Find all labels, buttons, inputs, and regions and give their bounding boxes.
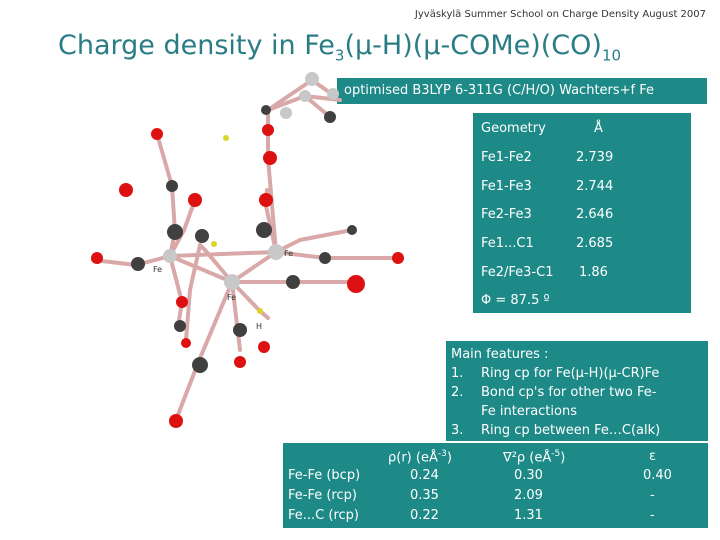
density-table: ρ(r) (eÅ-3) ∇²ρ (eÅ-5) ε Fe-Fe (bcp) 0.2… <box>283 443 708 528</box>
density-row-eps: - <box>650 488 655 503</box>
geometry-header-row: Geometry Å <box>481 121 603 136</box>
fe-label-b: Fe <box>153 265 162 274</box>
geometry-header: Geometry <box>481 121 546 136</box>
density-row-lap: 0.30 <box>514 468 543 483</box>
density-row-eps: 0.40 <box>643 468 672 483</box>
list-item: 2. Bond cp's for other two Fe- <box>451 385 657 400</box>
features-panel: Main features : 1. Ring cp for Fe(μ-H)(μ-… <box>446 341 708 441</box>
header-text: Jyväskylä Summer School on Charge Densit… <box>414 9 706 20</box>
table-row: Fe1-Fe2 2.739 <box>481 150 614 165</box>
atoms <box>91 72 404 428</box>
fe-label-a: Fe <box>284 249 293 258</box>
epsilon-header: ε <box>649 449 657 464</box>
fe-label-c: Fe <box>227 293 236 302</box>
table-row: Fe2-Fe3 2.646 <box>481 207 614 222</box>
density-row-label: Fe-Fe (bcp) <box>288 468 361 483</box>
table-row: Fe2/Fe3-C1 1.86 <box>481 265 608 280</box>
density-row-lap: 1.31 <box>514 508 543 523</box>
density-row-rho: 0.35 <box>410 488 439 503</box>
title-sub3: 3 <box>334 46 345 65</box>
density-row-lap: 2.09 <box>514 488 543 503</box>
list-item: Fe interactions <box>481 404 577 419</box>
rho-header: ρ(r) (eÅ-3) <box>388 449 452 466</box>
title-main: Charge density in Fe <box>58 30 335 61</box>
page-title: Charge density in Fe3(μ-H)(μ-COMe)(CO)10 <box>58 30 621 64</box>
h-label: H <box>256 322 262 331</box>
density-row-rho: 0.22 <box>410 508 439 523</box>
method-subtitle: optimised B3LYP 6-311G (C/H/O) Wachters+… <box>337 78 707 104</box>
density-row-label: Fe-Fe (rcp) <box>288 488 357 503</box>
geometry-unit: Å <box>594 121 603 136</box>
list-item: 1. Ring cp for Fe(μ-H)(μ-CR)Fe <box>451 366 660 381</box>
title-mid: (μ-H)(μ-COMe)(CO) <box>344 30 602 61</box>
laplacian-header: ∇²ρ (eÅ-5) <box>503 449 566 466</box>
table-row: Fe1...C1 2.685 <box>481 236 614 251</box>
title-sub10: 10 <box>601 46 622 65</box>
density-row-eps: - <box>650 508 655 523</box>
bonds <box>91 76 400 422</box>
density-row-label: Fe...C (rcp) <box>288 508 359 523</box>
phi-angle: Φ = 87.5 º <box>481 293 550 308</box>
geometry-panel: Geometry Å Fe1-Fe2 2.739 Fe1-Fe3 2.744 Fe2-… <box>473 113 691 313</box>
density-row-rho: 0.24 <box>410 468 439 483</box>
table-row: Fe1-Fe3 2.744 <box>481 179 614 194</box>
features-title: Main features : <box>451 347 549 362</box>
list-item: 3. Ring cp between Fe…C(alk) <box>451 423 661 438</box>
